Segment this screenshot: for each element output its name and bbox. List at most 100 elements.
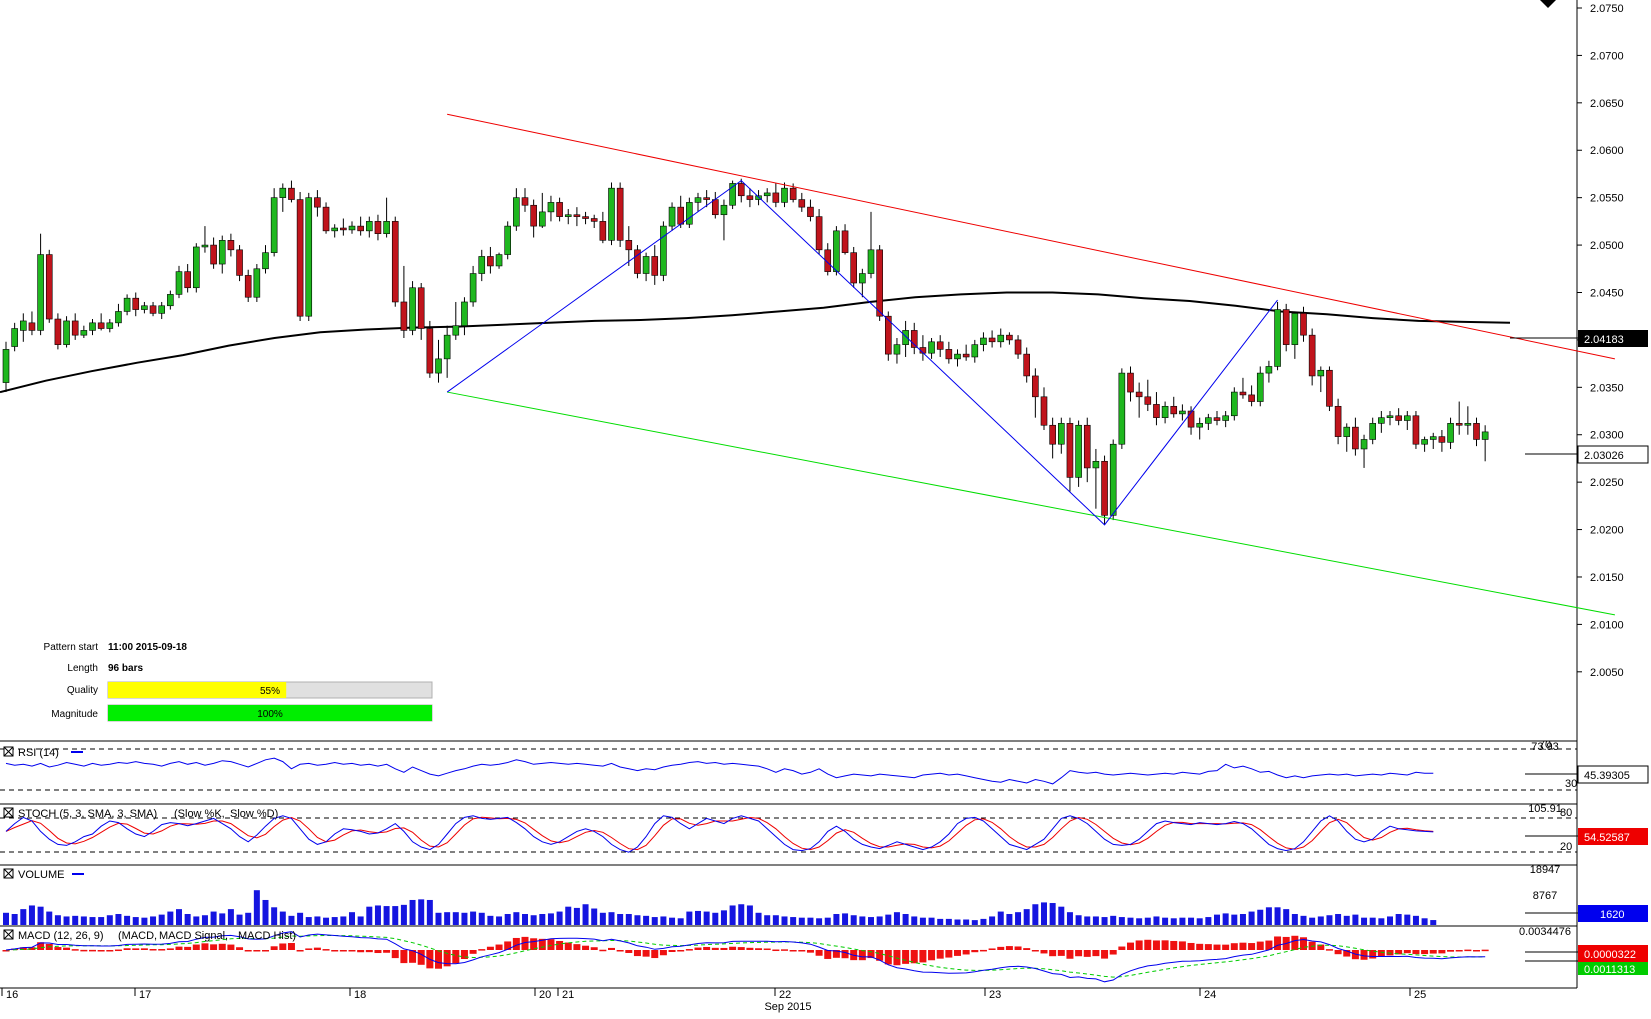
- volume-bar: [893, 912, 900, 925]
- volume-bar: [755, 912, 762, 925]
- macd-hist-bar: [763, 948, 771, 951]
- price-tick-label: 2.0250: [1590, 477, 1624, 489]
- volume-bar: [418, 899, 425, 925]
- volume-bar: [928, 917, 935, 925]
- candle-up: [167, 294, 174, 307]
- macd-hist-bar: [997, 946, 1005, 950]
- candle-down: [850, 252, 858, 284]
- macd-hist-bar: [1343, 950, 1351, 957]
- volume-bar: [409, 899, 416, 925]
- volume-bar: [963, 919, 970, 925]
- volume-bar: [236, 914, 243, 925]
- volume-bar: [1205, 917, 1212, 925]
- rsi-close-icon-stroke-b: [3, 746, 14, 757]
- volume-bar: [582, 904, 589, 925]
- macd-hist-bar: [1317, 944, 1325, 950]
- candle-down: [1049, 424, 1056, 445]
- candle-down: [521, 197, 529, 206]
- macd-hist-bar: [89, 949, 96, 952]
- macd-hist-bar: [582, 945, 590, 950]
- macd-hist-bar: [1300, 937, 1307, 950]
- volume-bar: [158, 914, 165, 925]
- volume-bar: [1257, 909, 1264, 925]
- macd-hist-bar: [54, 947, 62, 950]
- candle-up: [833, 230, 840, 272]
- volume-bar: [150, 916, 157, 925]
- volume-bar: [1075, 915, 1082, 925]
- volume-bar: [1032, 904, 1039, 925]
- candle-down: [1213, 417, 1221, 421]
- volume-bar: [712, 912, 719, 925]
- macd-hist-bar: [979, 949, 987, 952]
- macd-hist-bar: [365, 950, 373, 953]
- candle-up: [331, 227, 339, 232]
- volume-bar: [1015, 912, 1022, 925]
- volume-bar: [176, 909, 182, 925]
- zigzag-line: [446, 179, 1278, 526]
- quality-label: Quality: [67, 685, 98, 696]
- macd-hist-bar: [1178, 941, 1186, 950]
- candle-down: [876, 249, 883, 317]
- candle-up: [435, 358, 442, 374]
- candle-down: [357, 225, 364, 232]
- macd-hist-bar: [486, 946, 494, 950]
- macd-hist-bar: [1403, 950, 1411, 954]
- candle-down: [1066, 423, 1074, 478]
- candle-up: [1291, 313, 1299, 345]
- candle-up: [1161, 405, 1169, 418]
- candle-down: [340, 227, 347, 231]
- macd-hist-bar: [530, 938, 538, 950]
- moving-average-layer: [0, 291, 1511, 394]
- macd-hist-bar: [1213, 944, 1221, 950]
- candle-down: [1040, 396, 1048, 426]
- volume-bar: [1335, 914, 1342, 925]
- candle-up: [469, 273, 477, 303]
- candle-down: [1308, 334, 1316, 377]
- current-price-tag: 2.03026: [1525, 445, 1649, 464]
- volume-tick-mid: 8767: [1533, 890, 1557, 902]
- macd-hist-bar: [1239, 942, 1247, 950]
- macd-hist-bar: [832, 950, 840, 958]
- macd-hist-bar: [469, 950, 477, 954]
- support-line: [447, 391, 1615, 616]
- macd-hist-bar: [884, 950, 892, 965]
- macd-hist-bar: [1464, 949, 1472, 952]
- macd-hist-bar: [1248, 943, 1256, 950]
- volume-bar: [556, 911, 563, 925]
- volume-bar: [1326, 915, 1333, 925]
- chart-menu-icon[interactable]: [1540, 0, 1556, 8]
- candle-up: [270, 197, 278, 253]
- ma-price-tag: 2.04183: [1510, 330, 1648, 347]
- volume-bar: [971, 920, 978, 925]
- volume-bar: [349, 912, 355, 925]
- volume-bar: [271, 907, 278, 925]
- macd-hist-bar: [564, 942, 572, 950]
- macd-hist-bar: [1031, 950, 1039, 952]
- candle-up: [495, 254, 503, 267]
- macd-signal-box: [1578, 962, 1648, 975]
- macd-legend-signal: MACD Signal,: [159, 930, 228, 942]
- volume-bar: [772, 915, 779, 925]
- plot-background: [0, 0, 1577, 988]
- candle-up: [106, 322, 114, 329]
- macd-hist-bar: [218, 943, 226, 950]
- volume-bar: [989, 916, 996, 925]
- candle-down: [616, 187, 624, 241]
- candle-down: [1412, 415, 1420, 445]
- volume-bar: [1317, 916, 1324, 925]
- candle-up: [123, 297, 131, 312]
- volume-bar: [288, 915, 295, 925]
- time-axis-labels: 16 17 18 20 21 22 23 24 25: [1, 988, 1426, 1001]
- volume-bar: [746, 905, 753, 925]
- candle-down: [1352, 426, 1359, 450]
- stoch-tick-upper: 80: [1560, 807, 1572, 819]
- candle-up: [1109, 443, 1117, 516]
- volume-bar: [842, 913, 849, 925]
- volume-bar: [565, 906, 572, 925]
- volume-bar: [599, 912, 606, 925]
- quality-bar-fill: [108, 682, 287, 698]
- volume-bar: [591, 908, 598, 925]
- macd-title: MACD (12, 26, 9): [18, 930, 104, 942]
- volume-bar: [859, 916, 866, 925]
- macd-hist-bar: [37, 942, 45, 950]
